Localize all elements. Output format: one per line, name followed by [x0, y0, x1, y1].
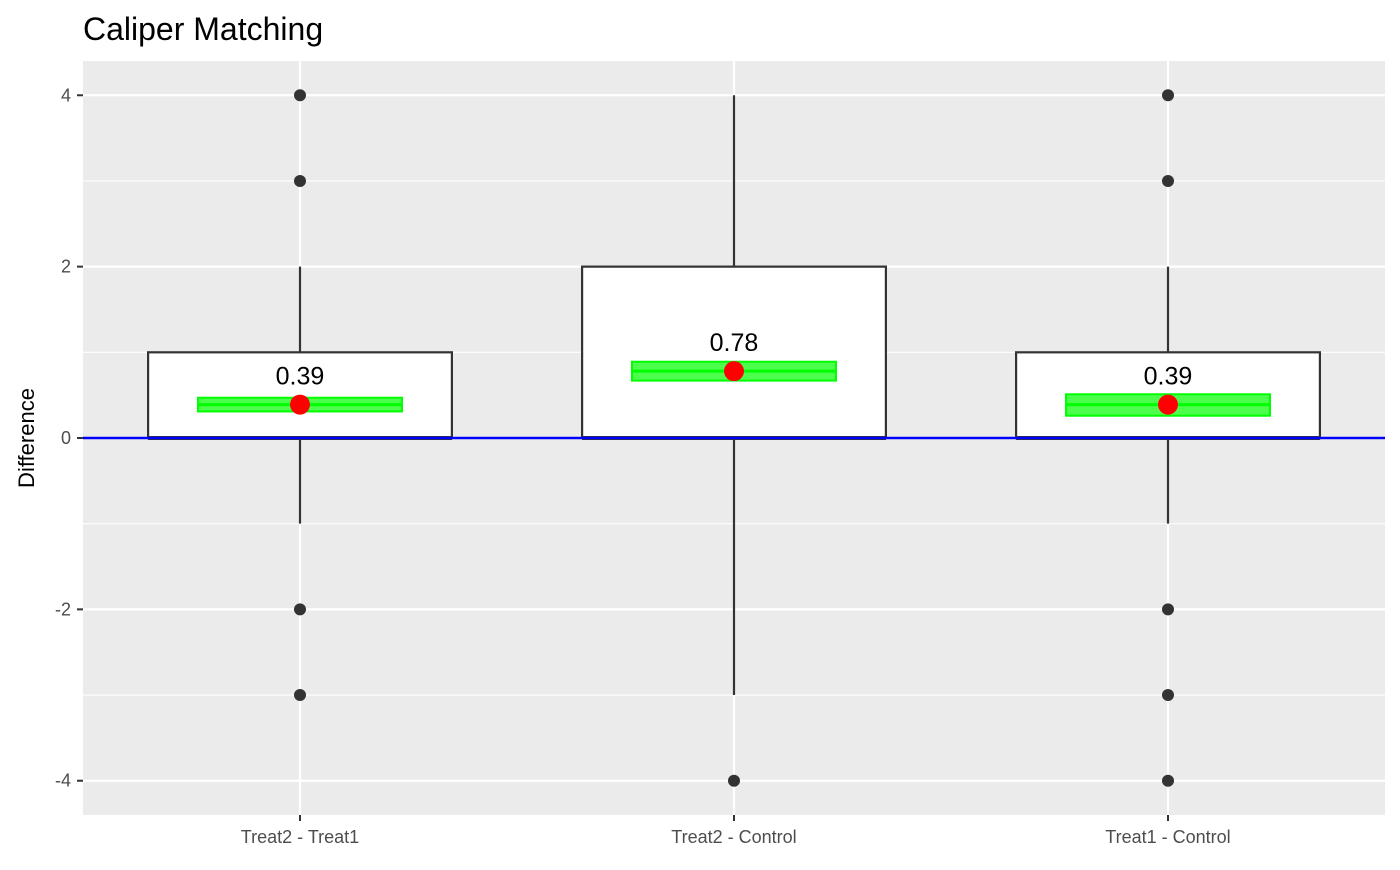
mean-point	[1158, 394, 1178, 415]
x-tick-label: Treat2 - Treat1	[241, 827, 359, 847]
outlier-point	[1162, 174, 1174, 187]
box	[580, 265, 887, 440]
mean-label: 0.39	[1144, 363, 1193, 391]
outlier-point	[294, 89, 306, 102]
outlier-point	[728, 774, 740, 787]
chart-title: Caliper Matching	[83, 11, 323, 47]
outlier-point	[294, 174, 306, 187]
y-tick-label: -4	[55, 771, 71, 791]
outlier-point	[1162, 689, 1174, 702]
plot-area: -4 -2 0 2 4 Treat2 - Treat1 Treat2 - Control Tr…	[55, 61, 1385, 847]
y-tick-label: 2	[61, 257, 71, 277]
mean-point	[290, 394, 310, 415]
outlier-point	[1162, 603, 1174, 616]
outlier-point	[1162, 774, 1174, 787]
outlier-point	[294, 689, 306, 702]
x-tick-label: Treat2 - Control	[671, 827, 796, 847]
y-tick-label: 4	[61, 85, 71, 105]
mean-point	[724, 361, 744, 382]
mean-label: 0.78	[710, 329, 759, 357]
x-tick-label: Treat1 - Control	[1105, 827, 1230, 847]
outlier-point	[294, 603, 306, 616]
outlier-point	[1162, 89, 1174, 102]
y-axis-label: Difference	[14, 388, 39, 488]
mean-label: 0.39	[276, 363, 325, 391]
y-tick-label: -2	[55, 599, 71, 619]
y-tick-label: 0	[61, 428, 71, 448]
